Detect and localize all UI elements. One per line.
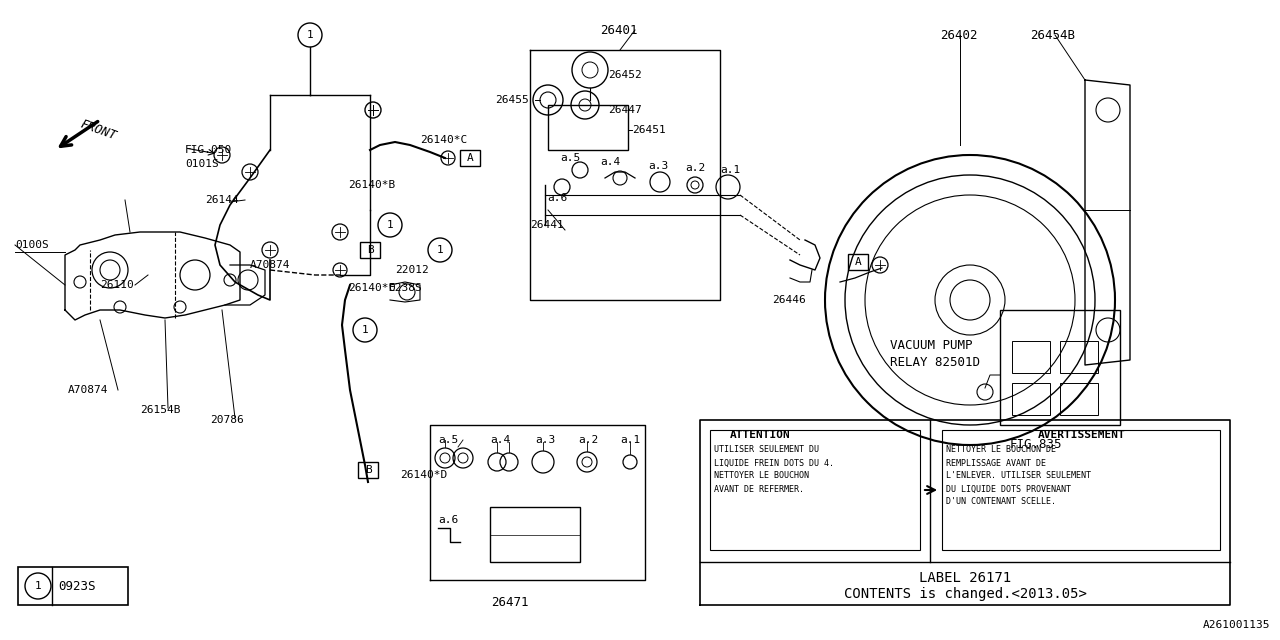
Bar bbox=[1012, 383, 1050, 415]
Text: D'UN CONTENANT SCELLE.: D'UN CONTENANT SCELLE. bbox=[946, 497, 1056, 506]
Text: A: A bbox=[855, 257, 861, 267]
Text: 1: 1 bbox=[35, 581, 41, 591]
Text: a.5: a.5 bbox=[561, 153, 580, 163]
Text: 26446: 26446 bbox=[772, 295, 805, 305]
Bar bbox=[710, 430, 920, 550]
Bar bbox=[1060, 383, 1098, 415]
Bar bbox=[18, 567, 128, 605]
Bar bbox=[460, 150, 480, 166]
Text: 26452: 26452 bbox=[608, 70, 641, 80]
Text: 1: 1 bbox=[436, 245, 443, 255]
Text: FRONT: FRONT bbox=[78, 118, 118, 143]
Text: a.2: a.2 bbox=[685, 163, 705, 173]
Text: B: B bbox=[365, 465, 371, 475]
Text: FIG.050: FIG.050 bbox=[186, 145, 232, 155]
Text: UTILISER SEULEMENT DU: UTILISER SEULEMENT DU bbox=[714, 445, 819, 454]
Bar bbox=[942, 430, 1220, 550]
Text: FIG.835: FIG.835 bbox=[1010, 438, 1062, 451]
Text: a.4: a.4 bbox=[600, 157, 621, 167]
Text: 0100S: 0100S bbox=[15, 240, 49, 250]
Bar bbox=[849, 254, 868, 270]
Text: CONTENTS is changed.<2013.05>: CONTENTS is changed.<2013.05> bbox=[844, 587, 1087, 601]
Text: 26140*D: 26140*D bbox=[401, 470, 447, 480]
Text: 22012: 22012 bbox=[396, 265, 429, 275]
Text: a.6: a.6 bbox=[438, 515, 458, 525]
Text: a.6: a.6 bbox=[547, 193, 567, 203]
Text: NETTOYER LE BOUCHON DE: NETTOYER LE BOUCHON DE bbox=[946, 445, 1056, 454]
Bar bbox=[1000, 310, 1120, 425]
Text: 26471: 26471 bbox=[492, 595, 529, 609]
Text: A261001135: A261001135 bbox=[1202, 620, 1270, 630]
Text: 26140*B: 26140*B bbox=[348, 180, 396, 190]
Text: ATTENTION: ATTENTION bbox=[730, 430, 790, 440]
Text: 20786: 20786 bbox=[210, 415, 243, 425]
Text: a.3: a.3 bbox=[648, 161, 668, 171]
Text: A70874: A70874 bbox=[250, 260, 291, 270]
Text: a.1: a.1 bbox=[620, 435, 640, 445]
Text: A70874: A70874 bbox=[68, 385, 109, 395]
Text: 26110: 26110 bbox=[100, 280, 133, 290]
Text: 26441: 26441 bbox=[530, 220, 563, 230]
Text: 1: 1 bbox=[362, 325, 369, 335]
Bar bbox=[360, 242, 380, 258]
Text: VACUUM PUMP: VACUUM PUMP bbox=[890, 339, 973, 351]
Text: LIQUIDE FREIN DOTS DU 4.: LIQUIDE FREIN DOTS DU 4. bbox=[714, 458, 835, 467]
Text: L'ENLEVER. UTILISER SEULEMENT: L'ENLEVER. UTILISER SEULEMENT bbox=[946, 472, 1091, 481]
Text: 1: 1 bbox=[387, 220, 393, 230]
Text: AVANT DE REFERMER.: AVANT DE REFERMER. bbox=[714, 484, 804, 493]
Text: 26140*C: 26140*C bbox=[420, 135, 467, 145]
Text: 26447: 26447 bbox=[608, 105, 641, 115]
Text: 26402: 26402 bbox=[940, 29, 978, 42]
Text: a.2: a.2 bbox=[579, 435, 598, 445]
Text: a.1: a.1 bbox=[721, 165, 740, 175]
Text: a.5: a.5 bbox=[438, 435, 458, 445]
Text: NETTOYER LE BOUCHON: NETTOYER LE BOUCHON bbox=[714, 472, 809, 481]
Text: DU LIQUIDE DOTS PROVENANT: DU LIQUIDE DOTS PROVENANT bbox=[946, 484, 1071, 493]
Text: 0101S: 0101S bbox=[186, 159, 219, 169]
Bar bbox=[1012, 341, 1050, 373]
Text: B: B bbox=[366, 245, 374, 255]
Text: RELAY 82501D: RELAY 82501D bbox=[890, 355, 980, 369]
Text: 0923S: 0923S bbox=[58, 579, 96, 593]
Text: a.4: a.4 bbox=[490, 435, 511, 445]
Text: 1: 1 bbox=[307, 30, 314, 40]
Bar bbox=[1060, 341, 1098, 373]
Text: a.3: a.3 bbox=[535, 435, 556, 445]
Text: 26140*E: 26140*E bbox=[348, 283, 396, 293]
Bar bbox=[358, 462, 378, 478]
Text: 26401: 26401 bbox=[600, 24, 637, 36]
Text: 26144: 26144 bbox=[205, 195, 239, 205]
Bar bbox=[548, 105, 628, 150]
Text: 26454B: 26454B bbox=[1030, 29, 1075, 42]
Bar bbox=[490, 507, 580, 562]
Text: LABEL 26171: LABEL 26171 bbox=[919, 571, 1011, 585]
Text: 26455: 26455 bbox=[495, 95, 529, 105]
Text: A: A bbox=[467, 153, 474, 163]
Text: AVERTISSEMENT: AVERTISSEMENT bbox=[1038, 430, 1126, 440]
Text: REMPLISSAGE AVANT DE: REMPLISSAGE AVANT DE bbox=[946, 458, 1046, 467]
Text: 26154B: 26154B bbox=[140, 405, 180, 415]
Text: 0238S: 0238S bbox=[388, 283, 421, 293]
Text: 26451: 26451 bbox=[632, 125, 666, 135]
